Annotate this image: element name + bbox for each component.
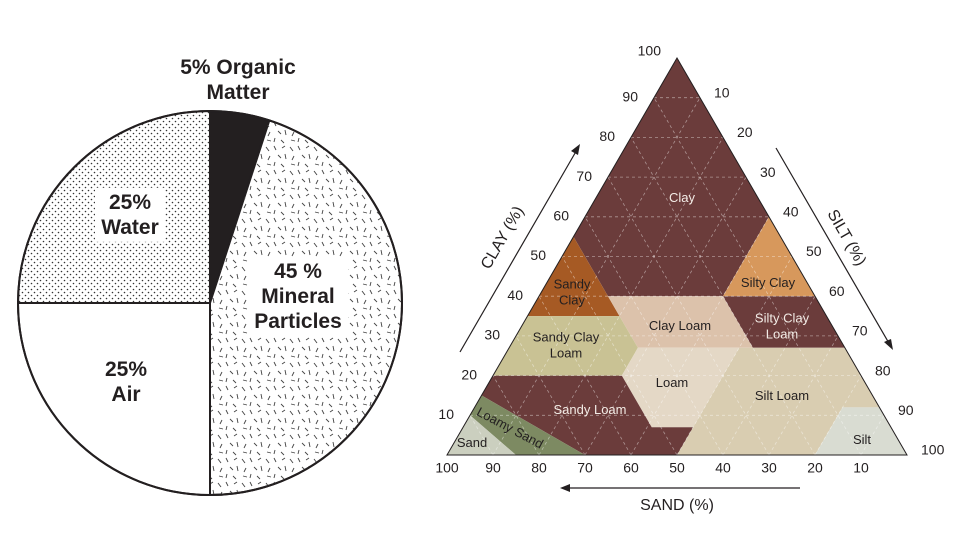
region-loam <box>621 347 740 428</box>
sand-tick-label: 80 <box>531 460 547 476</box>
clay-tick-label: 20 <box>461 366 477 382</box>
silt-tick-label: 80 <box>875 362 891 378</box>
grid-line <box>860 415 885 456</box>
clay-tick-label: 10 <box>438 406 454 422</box>
silt-tick-label: 90 <box>898 402 914 418</box>
region-clay <box>573 58 769 297</box>
soil-regions <box>447 58 907 455</box>
sand-tick-label: 100 <box>435 460 459 476</box>
region-label: Silty Clay Loam <box>754 310 810 341</box>
region-silt-loam <box>677 347 880 455</box>
pie-label: 25% Air <box>104 357 148 406</box>
grid-line <box>492 97 701 456</box>
clay-tick-label: 70 <box>576 168 592 184</box>
sand-tick-label: 20 <box>807 460 823 476</box>
grid-line <box>538 295 632 456</box>
grid-line <box>469 415 494 456</box>
grid-line <box>630 216 770 456</box>
region-label: Sand <box>456 435 488 451</box>
grid-line <box>538 137 724 456</box>
region-sandy-loam <box>481 375 694 455</box>
pie-label: 45 % Mineral Particles <box>248 257 348 337</box>
silt-tick-label: 20 <box>737 124 753 140</box>
sand-tick-label: 90 <box>485 460 501 476</box>
silt-tick-label: 50 <box>806 243 822 259</box>
sand-tick-label: 10 <box>853 460 869 476</box>
pie-label: 5% Organic Matter <box>180 55 296 104</box>
silt-axis-title: SILT (%) <box>823 207 869 269</box>
sand-tick-label: 40 <box>715 460 731 476</box>
region-silt <box>815 407 907 455</box>
clay-tick-label: 50 <box>530 247 546 263</box>
grid-line <box>515 335 586 456</box>
clay-tick-label: 90 <box>622 88 638 104</box>
region-label: Sandy Loam <box>553 402 627 418</box>
silt-tick-label: 40 <box>783 204 799 220</box>
region-label: Loam <box>655 375 689 391</box>
pie-label: 25% Water <box>95 187 165 243</box>
clay-tick-label: 30 <box>484 327 500 343</box>
region-label: Clay Loam <box>648 318 712 334</box>
silt-tick-label: 30 <box>760 164 776 180</box>
grid-line <box>584 216 724 456</box>
silt-tick-label: 70 <box>852 323 868 339</box>
region-clay-loam <box>608 296 753 348</box>
clay-arrowhead <box>571 144 580 155</box>
region-label: Silt Loam <box>754 388 810 404</box>
region-silty-clay-loam <box>723 296 845 348</box>
sand-arrowhead <box>560 484 570 492</box>
silt-tick-label: 100 <box>921 442 945 458</box>
clay-tick-label: 60 <box>553 208 569 224</box>
region-label: Sandy Clay <box>553 276 591 307</box>
clay-arrow <box>459 147 579 353</box>
silt-arrowhead <box>884 339 893 350</box>
grid-line <box>561 256 678 456</box>
grid-line <box>768 335 839 456</box>
region-loamy-sand <box>470 395 585 455</box>
sand-tick-label: 30 <box>761 460 777 476</box>
grid-line <box>630 137 816 456</box>
silt-tick-label: 10 <box>714 84 730 100</box>
clay-tick-label: 80 <box>599 128 615 144</box>
region-sandy-clay <box>527 236 620 317</box>
grid <box>469 97 885 456</box>
grid-line <box>653 97 862 456</box>
sand-tick-label: 60 <box>623 460 639 476</box>
pie-outline <box>17 110 403 496</box>
clay-axis-title: CLAY (%) <box>478 203 528 272</box>
region-sand <box>447 415 516 455</box>
region-silty-clay <box>723 216 815 297</box>
clay-tick-label: 100 <box>638 43 662 59</box>
triangle-outline <box>446 57 908 456</box>
grid-line <box>722 295 816 456</box>
region-label: Silty Clay <box>740 275 796 291</box>
clay-tick-label: 40 <box>507 287 523 303</box>
grid-line <box>676 256 793 456</box>
silt-tick-label: 60 <box>829 283 845 299</box>
region-label: Silt <box>852 432 872 448</box>
region-sandy-clay-loam <box>493 316 638 376</box>
sand-tick-label: 70 <box>577 460 593 476</box>
sand-tick-label: 50 <box>669 460 685 476</box>
region-label: Sandy Clay Loam <box>532 329 600 360</box>
region-label: Clay <box>668 190 695 206</box>
silt-arrow <box>775 147 891 346</box>
sand-axis-title: SAND (%) <box>640 497 714 514</box>
